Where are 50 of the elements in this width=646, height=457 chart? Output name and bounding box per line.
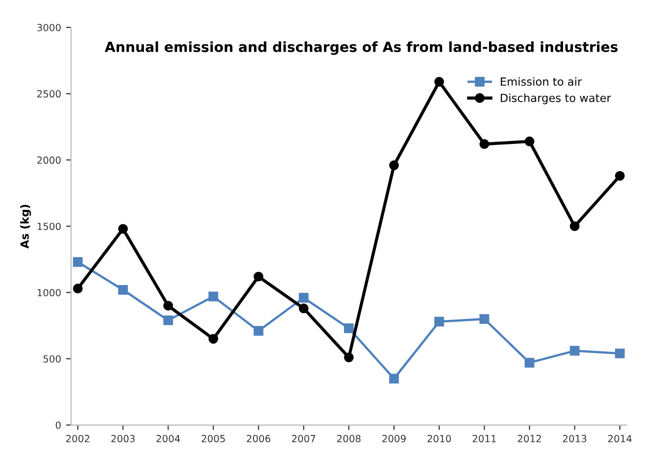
point [389, 374, 399, 384]
x-tick-label: 2012 [518, 434, 541, 442]
legend-label: Discharges to water [500, 93, 612, 104]
point [163, 315, 174, 326]
point [344, 352, 354, 362]
x-tick-label: 2007 [292, 434, 316, 442]
point [524, 136, 534, 146]
legend-label: Emission to air [500, 77, 582, 86]
point [208, 334, 218, 344]
point [254, 272, 264, 282]
y-tick-label: 1500 [38, 222, 61, 230]
x-tick-label: 2014 [608, 434, 632, 442]
y-tick-label: 1000 [38, 288, 61, 296]
y-tick-label: 3000 [37, 24, 61, 32]
point [72, 284, 83, 294]
x-tick-label: 2010 [428, 434, 451, 442]
x-tick-label: 2008 [337, 434, 361, 442]
x-tick-label: 2006 [246, 434, 270, 442]
point [72, 257, 83, 267]
y-axis-title: As (kg) [20, 204, 32, 248]
point [344, 323, 354, 334]
point [298, 292, 309, 303]
point [524, 358, 534, 368]
point [479, 139, 490, 149]
point [118, 284, 128, 295]
point [434, 76, 444, 87]
x-tick-label: 2002 [66, 434, 90, 442]
x-tick-label: 2004 [156, 434, 180, 442]
point [434, 316, 444, 326]
point [614, 348, 625, 358]
point [570, 346, 580, 356]
point [118, 224, 128, 234]
point [254, 326, 264, 336]
point [208, 292, 218, 302]
point [614, 170, 625, 181]
point [570, 221, 580, 232]
text: Annual emission and discharges of As from land-based industries [104, 41, 618, 55]
point [298, 304, 309, 314]
point [389, 160, 399, 170]
y-tick-label: 500 [44, 355, 61, 363]
y-tick-label: 2000 [37, 156, 61, 164]
x-tick-label: 2011 [472, 434, 496, 442]
y-tick-label: 0 [56, 421, 61, 429]
x-tick-label: 2005 [202, 434, 225, 442]
x-tick-label: 2003 [111, 434, 135, 442]
point [163, 300, 174, 311]
point [479, 314, 490, 324]
y-tick-label: 2500 [37, 90, 61, 98]
x-tick-label: 2009 [382, 434, 406, 442]
x-tick-label: 2013 [563, 434, 586, 442]
